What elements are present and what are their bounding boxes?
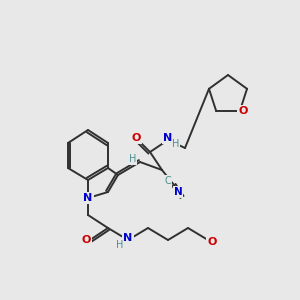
Text: N: N	[174, 187, 182, 197]
Text: N: N	[123, 233, 133, 243]
Text: N: N	[164, 133, 172, 143]
Text: N: N	[83, 193, 93, 203]
Text: O: O	[131, 133, 141, 143]
Text: H: H	[172, 139, 180, 149]
Text: C: C	[165, 176, 171, 186]
Text: O: O	[238, 106, 248, 116]
Text: O: O	[81, 235, 91, 245]
Text: O: O	[207, 237, 217, 247]
Text: H: H	[129, 154, 137, 164]
Text: H: H	[116, 240, 124, 250]
